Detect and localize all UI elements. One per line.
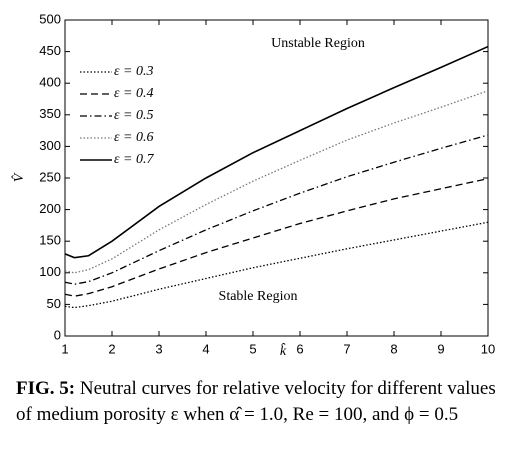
- caption: FIG. 5: Neutral curves for relative velo…: [16, 376, 506, 428]
- series-line: [64, 134, 489, 285]
- x-tick-label: 9: [437, 341, 444, 356]
- y-tick-label: 50: [47, 296, 61, 311]
- caption-text: Neutral curves for relative velocity for…: [16, 378, 496, 425]
- x-tick-label: 6: [296, 341, 303, 356]
- x-tick-label: 10: [481, 341, 495, 356]
- y-tick-label: 150: [39, 233, 61, 248]
- y-tick-label: 250: [39, 169, 61, 184]
- y-tick-label: 500: [39, 11, 61, 26]
- y-tick-label: 200: [39, 201, 61, 216]
- annotation: Unstable Region: [271, 36, 365, 51]
- legend-label: ε = 0.4: [114, 86, 153, 101]
- y-tick-label: 400: [39, 75, 61, 90]
- y-tick-label: 350: [39, 106, 61, 121]
- x-tick-label: 5: [249, 341, 256, 356]
- y-tick-label: 0: [54, 327, 61, 342]
- y-tick-label: 450: [39, 43, 61, 58]
- y-tick-label: 100: [39, 264, 61, 279]
- series-line: [64, 177, 489, 297]
- annotation: Stable Region: [219, 289, 298, 304]
- legend-label: ε = 0.3: [114, 64, 153, 79]
- x-tick-label: 7: [343, 341, 350, 356]
- x-tick-label: 4: [202, 341, 209, 356]
- chart: k̂ V̂ 1 2 3 4 5 6 7 8 9 1005010015020025030035040…: [11, 11, 495, 359]
- legend-label: ε = 0.6: [114, 130, 153, 145]
- series-line: [64, 90, 489, 274]
- x-tick-label: 8: [390, 341, 397, 356]
- y-axis-label: V̂: [11, 172, 27, 182]
- series-line: [64, 221, 489, 309]
- x-tick-label: 3: [155, 341, 162, 356]
- x-tick-label: 2: [108, 341, 115, 356]
- legend-label: ε = 0.7: [114, 152, 154, 167]
- series-line: [64, 45, 489, 259]
- legend-label: ε = 0.5: [114, 108, 153, 123]
- y-tick-label: 300: [39, 138, 61, 153]
- x-tick-label: 1: [61, 341, 68, 356]
- caption-label: FIG. 5:: [16, 378, 76, 399]
- x-axis-label: k̂: [280, 342, 287, 359]
